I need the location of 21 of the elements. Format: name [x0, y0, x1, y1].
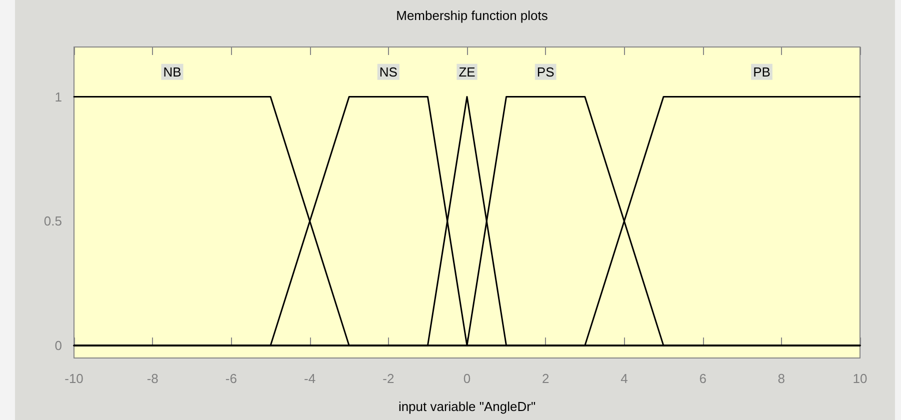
x-tick-label: 8: [778, 371, 786, 386]
x-tick-label: 6: [699, 371, 706, 386]
x-tick-label: -10: [64, 371, 84, 386]
x-tick-label: 10: [852, 371, 868, 386]
x-axis-title: input variable "AngleDr": [398, 399, 536, 414]
series-label: NS: [379, 64, 398, 80]
x-tick-label: 4: [620, 371, 628, 386]
series-label: PS: [536, 64, 555, 80]
x-tick-label: 2: [542, 371, 550, 386]
x-tick-label: -6: [225, 371, 237, 386]
y-tick-label: 0: [54, 338, 62, 354]
chart-title: Membership function plots: [396, 8, 548, 23]
x-tick-label: -2: [382, 371, 394, 386]
y-tick-label: 0.5: [44, 214, 62, 229]
y-tick-label: 1: [54, 89, 62, 104]
series-label: ZE: [458, 64, 476, 80]
series-label: PB: [753, 64, 770, 80]
x-tick-label: -4: [304, 371, 316, 386]
x-tick-label: -8: [146, 371, 158, 386]
series-label: NB: [163, 64, 182, 80]
x-tick-label: 0: [463, 371, 471, 386]
